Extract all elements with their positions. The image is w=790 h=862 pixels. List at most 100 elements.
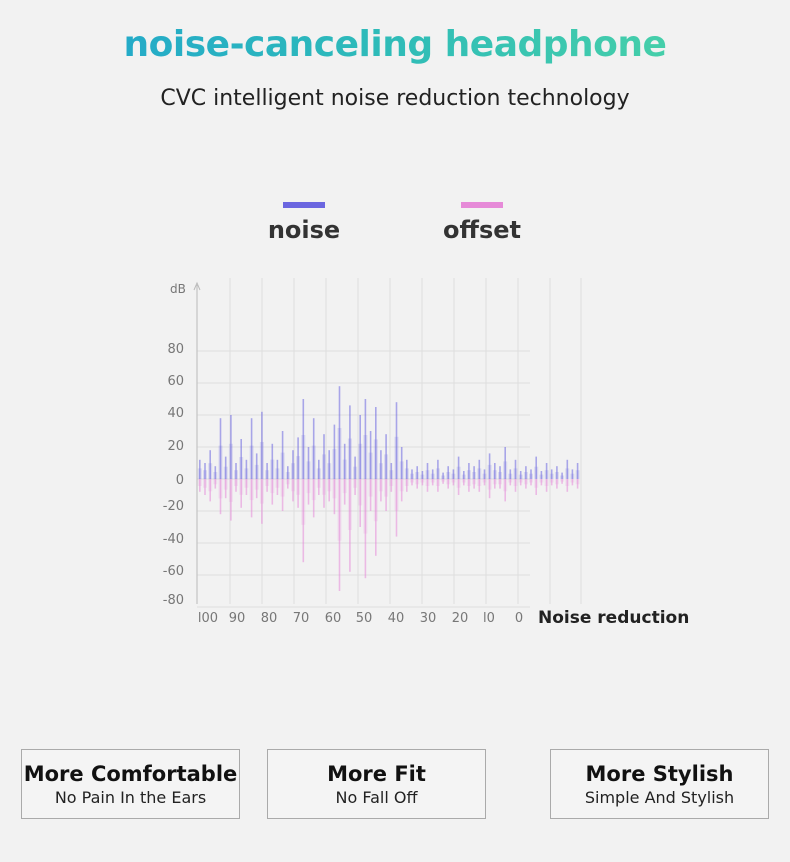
bar-glow-noise [368,452,373,479]
bar-noise [204,463,206,479]
bar-noise [431,469,434,479]
bar-noise [390,463,393,479]
bar-noise [452,469,455,479]
bar-glow-noise [513,468,518,479]
bar-glow-noise [399,461,404,479]
bar-glow-noise [482,473,487,479]
bar-glow-noise [265,470,270,479]
bar-glow-noise [415,472,420,479]
bar-offset [312,479,315,518]
bar-glow-noise [311,445,316,479]
bar-noise [519,471,522,479]
bar-noise [483,469,486,479]
bar-glow-offset [544,479,549,486]
bar-glow-noise [291,463,295,479]
bar-glow-offset [451,479,456,483]
bar-offset [240,479,242,508]
bar-noise [540,471,543,479]
bar-glow-noise [197,468,202,479]
bar-noise [266,463,268,479]
bar-glow-noise [492,470,497,479]
bar-offset [463,479,465,486]
bar-glow-noise [472,472,477,479]
bar-noise [411,469,413,479]
legend-swatch-noise [283,202,325,208]
bar-offset [266,479,268,492]
bar-glow-offset [337,479,342,541]
bar-glow-offset [203,479,207,488]
bar-glow-offset [291,479,295,492]
bar-offset [457,479,460,495]
bar-offset [571,479,574,486]
bar-glow-noise [441,475,446,479]
bar-glow-offset [565,479,570,486]
y-tick-label: 0 [176,473,184,488]
bar-offset [333,479,336,515]
bar-glow-offset [197,479,202,486]
bar-offset [297,479,299,508]
page-title: noise-canceling headphone [0,24,790,65]
bar-glow-noise [410,473,414,479]
bar-noise [271,443,274,479]
bar-noise [473,466,475,479]
bar-glow-offset [534,479,539,488]
bar-glow-offset [296,479,301,495]
bar-noise [571,469,574,479]
bar-noise [421,471,424,479]
bar-glow-offset [280,479,285,497]
bar-offset [250,479,253,518]
bar-offset [214,479,217,489]
feature-subtitle: No Fall Off [335,788,418,807]
bar-glow-noise [327,463,332,479]
y-tick-label: 40 [167,406,184,421]
bar-glow-noise [544,470,549,479]
bar-glow-noise [503,461,508,479]
bar-glow-offset [208,479,213,492]
bar-noise [545,463,548,479]
bar-glow-noise [270,459,275,479]
bar-offset [421,479,424,486]
bar-offset [561,479,563,484]
bar-noise [488,453,491,479]
bar-glow-noise [554,472,559,479]
y-tick-label: 60 [167,374,184,389]
bar-noise [437,459,439,479]
bar-glow-offset [492,479,497,485]
bar-noise [556,466,558,479]
bar-glow-noise [347,438,352,479]
bar-noise [261,411,263,479]
bar-glow-noise [456,466,461,479]
bar-offset [556,479,558,489]
bar-glow-noise [244,468,249,479]
y-tick-label: -60 [163,564,184,579]
x-tick-label: 90 [229,611,246,626]
bar-noise [514,459,517,479]
bar-noise [561,472,563,479]
bar-offset [281,479,284,511]
feature-title: More Stylish [585,762,734,786]
bar-offset [245,479,248,495]
x-tick-label: 20 [452,611,469,626]
bar-offset [442,479,444,484]
bar-noise [509,469,512,479]
bar-glow-offset [461,479,466,483]
bar-glow-offset [239,479,244,495]
bar-noise [281,431,284,479]
bar-glow-offset [285,479,290,485]
bar-glow-noise [570,473,575,479]
bar-glow-noise [394,436,399,479]
x-tick-label: l0 [483,611,495,626]
bar-glow-noise [337,428,342,479]
bar-glow-noise [534,466,539,479]
bar-noise [504,447,506,479]
bar-noise [525,466,527,479]
bar-noise [478,459,481,479]
x-tick-label: 80 [261,611,278,626]
legend-label-noise: noise [267,216,341,244]
bar-offset [473,479,475,489]
bar-noise [463,471,465,479]
bar-offset [411,479,413,486]
bar-noise [297,437,299,479]
bar-offset [416,479,418,489]
